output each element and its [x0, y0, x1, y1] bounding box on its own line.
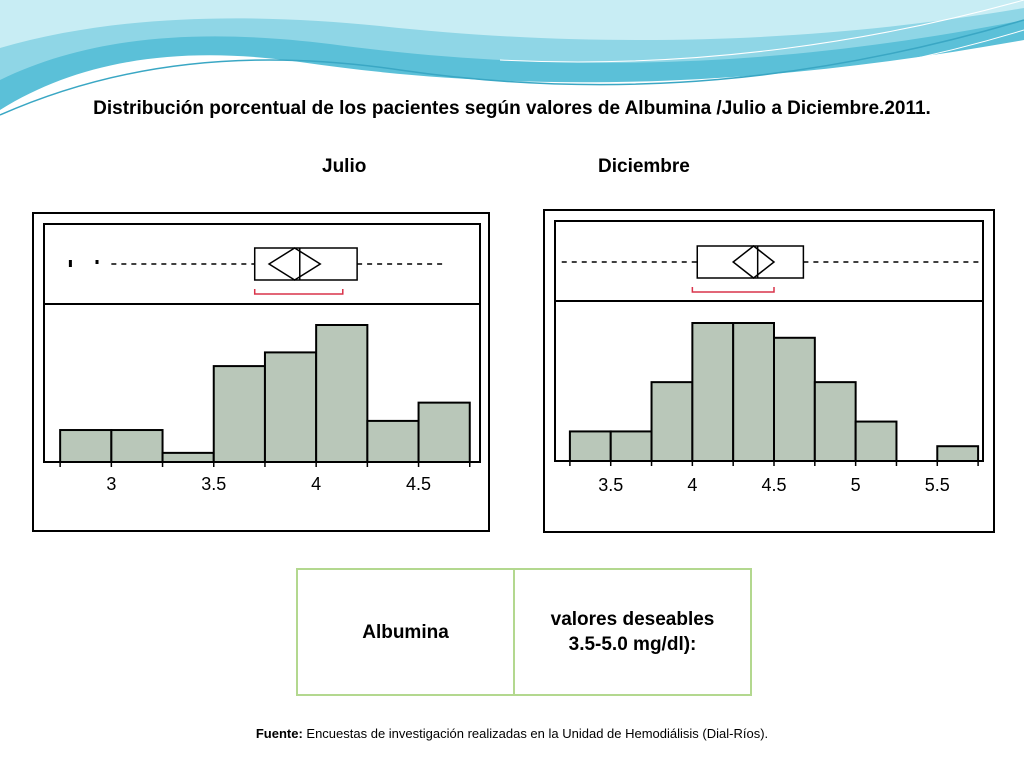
albumina-table: Albumina valores deseables 3.5-5.0 mg/dl…	[296, 568, 752, 696]
outlier-point	[68, 260, 72, 267]
histogram-bar	[417, 401, 471, 463]
desired-values-line1: valores deseables	[550, 609, 715, 630]
tick-label: 3.5	[598, 475, 623, 495]
source-label: Fuente:	[255, 726, 303, 741]
box-iqr	[253, 247, 358, 281]
box-iqr	[696, 245, 805, 279]
albumina-label: Albumina	[296, 568, 515, 696]
histogram-bar	[854, 420, 898, 462]
shortest-half-bracket	[253, 289, 344, 295]
histogram-bar	[691, 322, 735, 462]
source-note: Fuente: Encuestas de investigación reali…	[0, 726, 1024, 741]
tick-label: 3.5	[201, 474, 226, 494]
histogram-bar	[366, 419, 420, 463]
histogram-julio: 3 3.5 4 4.5	[32, 212, 490, 532]
tick-label: 5	[851, 475, 861, 495]
tick-label: 5.5	[925, 475, 950, 495]
tick-label: 4	[311, 474, 321, 494]
tick-label: 4.5	[406, 474, 431, 494]
tick-label: 3	[106, 474, 116, 494]
outlier-point	[95, 260, 99, 264]
tick-label: 4	[687, 475, 697, 495]
mean-diamond	[731, 245, 776, 279]
mean-diamond	[267, 247, 322, 281]
histogram-bar	[773, 336, 816, 463]
histogram-bar	[263, 351, 318, 463]
page-title: Distribución porcentual de los pacientes…	[93, 98, 931, 119]
tick-label: 4.5	[761, 475, 786, 495]
histogram-bar	[650, 381, 694, 462]
histogram-bar	[110, 429, 164, 464]
histogram-bar	[732, 322, 775, 462]
histogram-bar	[936, 445, 980, 462]
histogram-bar	[609, 430, 653, 463]
shortest-half-bracket	[691, 287, 775, 293]
histogram-bar	[568, 430, 612, 463]
histogram-bar	[161, 451, 215, 464]
histogram-bar	[315, 324, 369, 463]
histogram-diciembre: 3.5 4 4.5 5 5.5	[543, 209, 995, 533]
subtitle-julio: Julio	[322, 156, 367, 177]
decorative-wave-header	[0, 0, 1024, 120]
histogram-bar	[813, 381, 857, 462]
subtitle-diciembre: Diciembre	[598, 156, 690, 177]
histogram-bar	[212, 365, 266, 464]
desired-values-line2: 3.5-5.0 mg/dl):	[568, 634, 697, 655]
histogram-bar	[59, 429, 113, 464]
desired-values-cell: valores deseables 3.5-5.0 mg/dl):	[513, 568, 752, 696]
source-text: Encuestas de investigación realizadas en…	[302, 726, 769, 741]
